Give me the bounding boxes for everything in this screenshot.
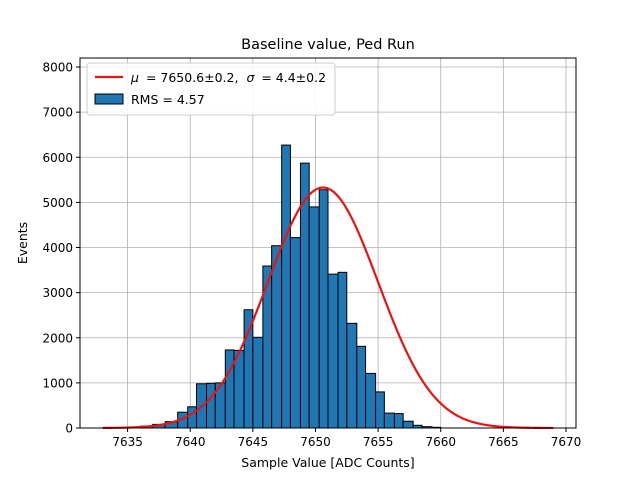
x-tick-label: 7640: [175, 435, 206, 449]
histogram-bar: [337, 271, 348, 429]
legend-mu-value: = 7650.6±0.2,: [146, 70, 239, 85]
y-tick-label: 4000: [42, 241, 73, 255]
legend-sigma-value: = 4.4±0.2: [261, 70, 326, 85]
histogram-bar: [289, 237, 301, 429]
y-tick-label: 2000: [42, 331, 73, 345]
histogram-bar: [375, 391, 385, 429]
y-tick-label: 3000: [42, 286, 73, 300]
histogram-bar: [346, 322, 358, 429]
histogram-bar: [243, 309, 254, 429]
histogram-bar: [318, 189, 329, 429]
x-tick-label: 7650: [300, 435, 331, 449]
y-tick-label: 1000: [42, 376, 73, 390]
x-tick-label: 7660: [425, 435, 456, 449]
x-tick-label: 7655: [363, 435, 394, 449]
histogram-bar: [383, 412, 395, 429]
y-tick-label: 7000: [42, 106, 73, 120]
x-axis-ticks: 7635 7640 7645 7650 7655 7660 7665 7670: [112, 428, 581, 449]
legend-histogram-swatch: [94, 93, 124, 105]
y-tick-label: 0: [65, 422, 73, 436]
histogram-bar: [187, 406, 197, 429]
x-tick-label: 7670: [551, 435, 582, 449]
y-tick-label: 5000: [42, 196, 73, 210]
histogram-bar: [281, 144, 291, 429]
x-axis-label: Sample Value [ADC Counts]: [241, 455, 414, 470]
legend: μ = 7650.6±0.2, σ = 4.4±0.2 RMS = 4.57: [86, 62, 336, 116]
chart-title: Baseline value, Ped Run: [241, 37, 415, 53]
y-tick-label: 8000: [42, 61, 73, 75]
legend-box: [86, 62, 336, 116]
y-tick-label: 6000: [42, 151, 73, 165]
histogram-bar: [365, 372, 377, 429]
x-tick-label: 7645: [238, 435, 269, 449]
y-axis-label: Events: [15, 222, 30, 264]
y-axis-ticks: 0 1000 2000 3000 4000 5000 6000 7000 8000: [42, 61, 80, 436]
histogram-bar: [327, 273, 339, 429]
histogram-bar: [224, 349, 235, 429]
legend-sigma-symbol: σ: [246, 70, 255, 85]
plot-frame: [79, 57, 577, 429]
histogram-bar: [393, 413, 404, 429]
histogram-bar: [271, 245, 283, 429]
x-tick-label: 7635: [112, 435, 143, 449]
x-tick-label: 7665: [488, 435, 519, 449]
histogram-bar: [308, 206, 320, 429]
histogram-bar: [356, 345, 367, 429]
legend-histogram-label: RMS = 4.57: [131, 92, 205, 107]
histogram-bar: [252, 336, 264, 429]
legend-mu-symbol: μ: [130, 70, 139, 85]
legend-fit-label: μ = 7650.6±0.2, σ = 4.4±0.2: [130, 70, 326, 85]
histogram-bar: [402, 420, 414, 429]
histogram-bar: [206, 382, 216, 429]
gaussian-fit-curve: [102, 186, 554, 430]
